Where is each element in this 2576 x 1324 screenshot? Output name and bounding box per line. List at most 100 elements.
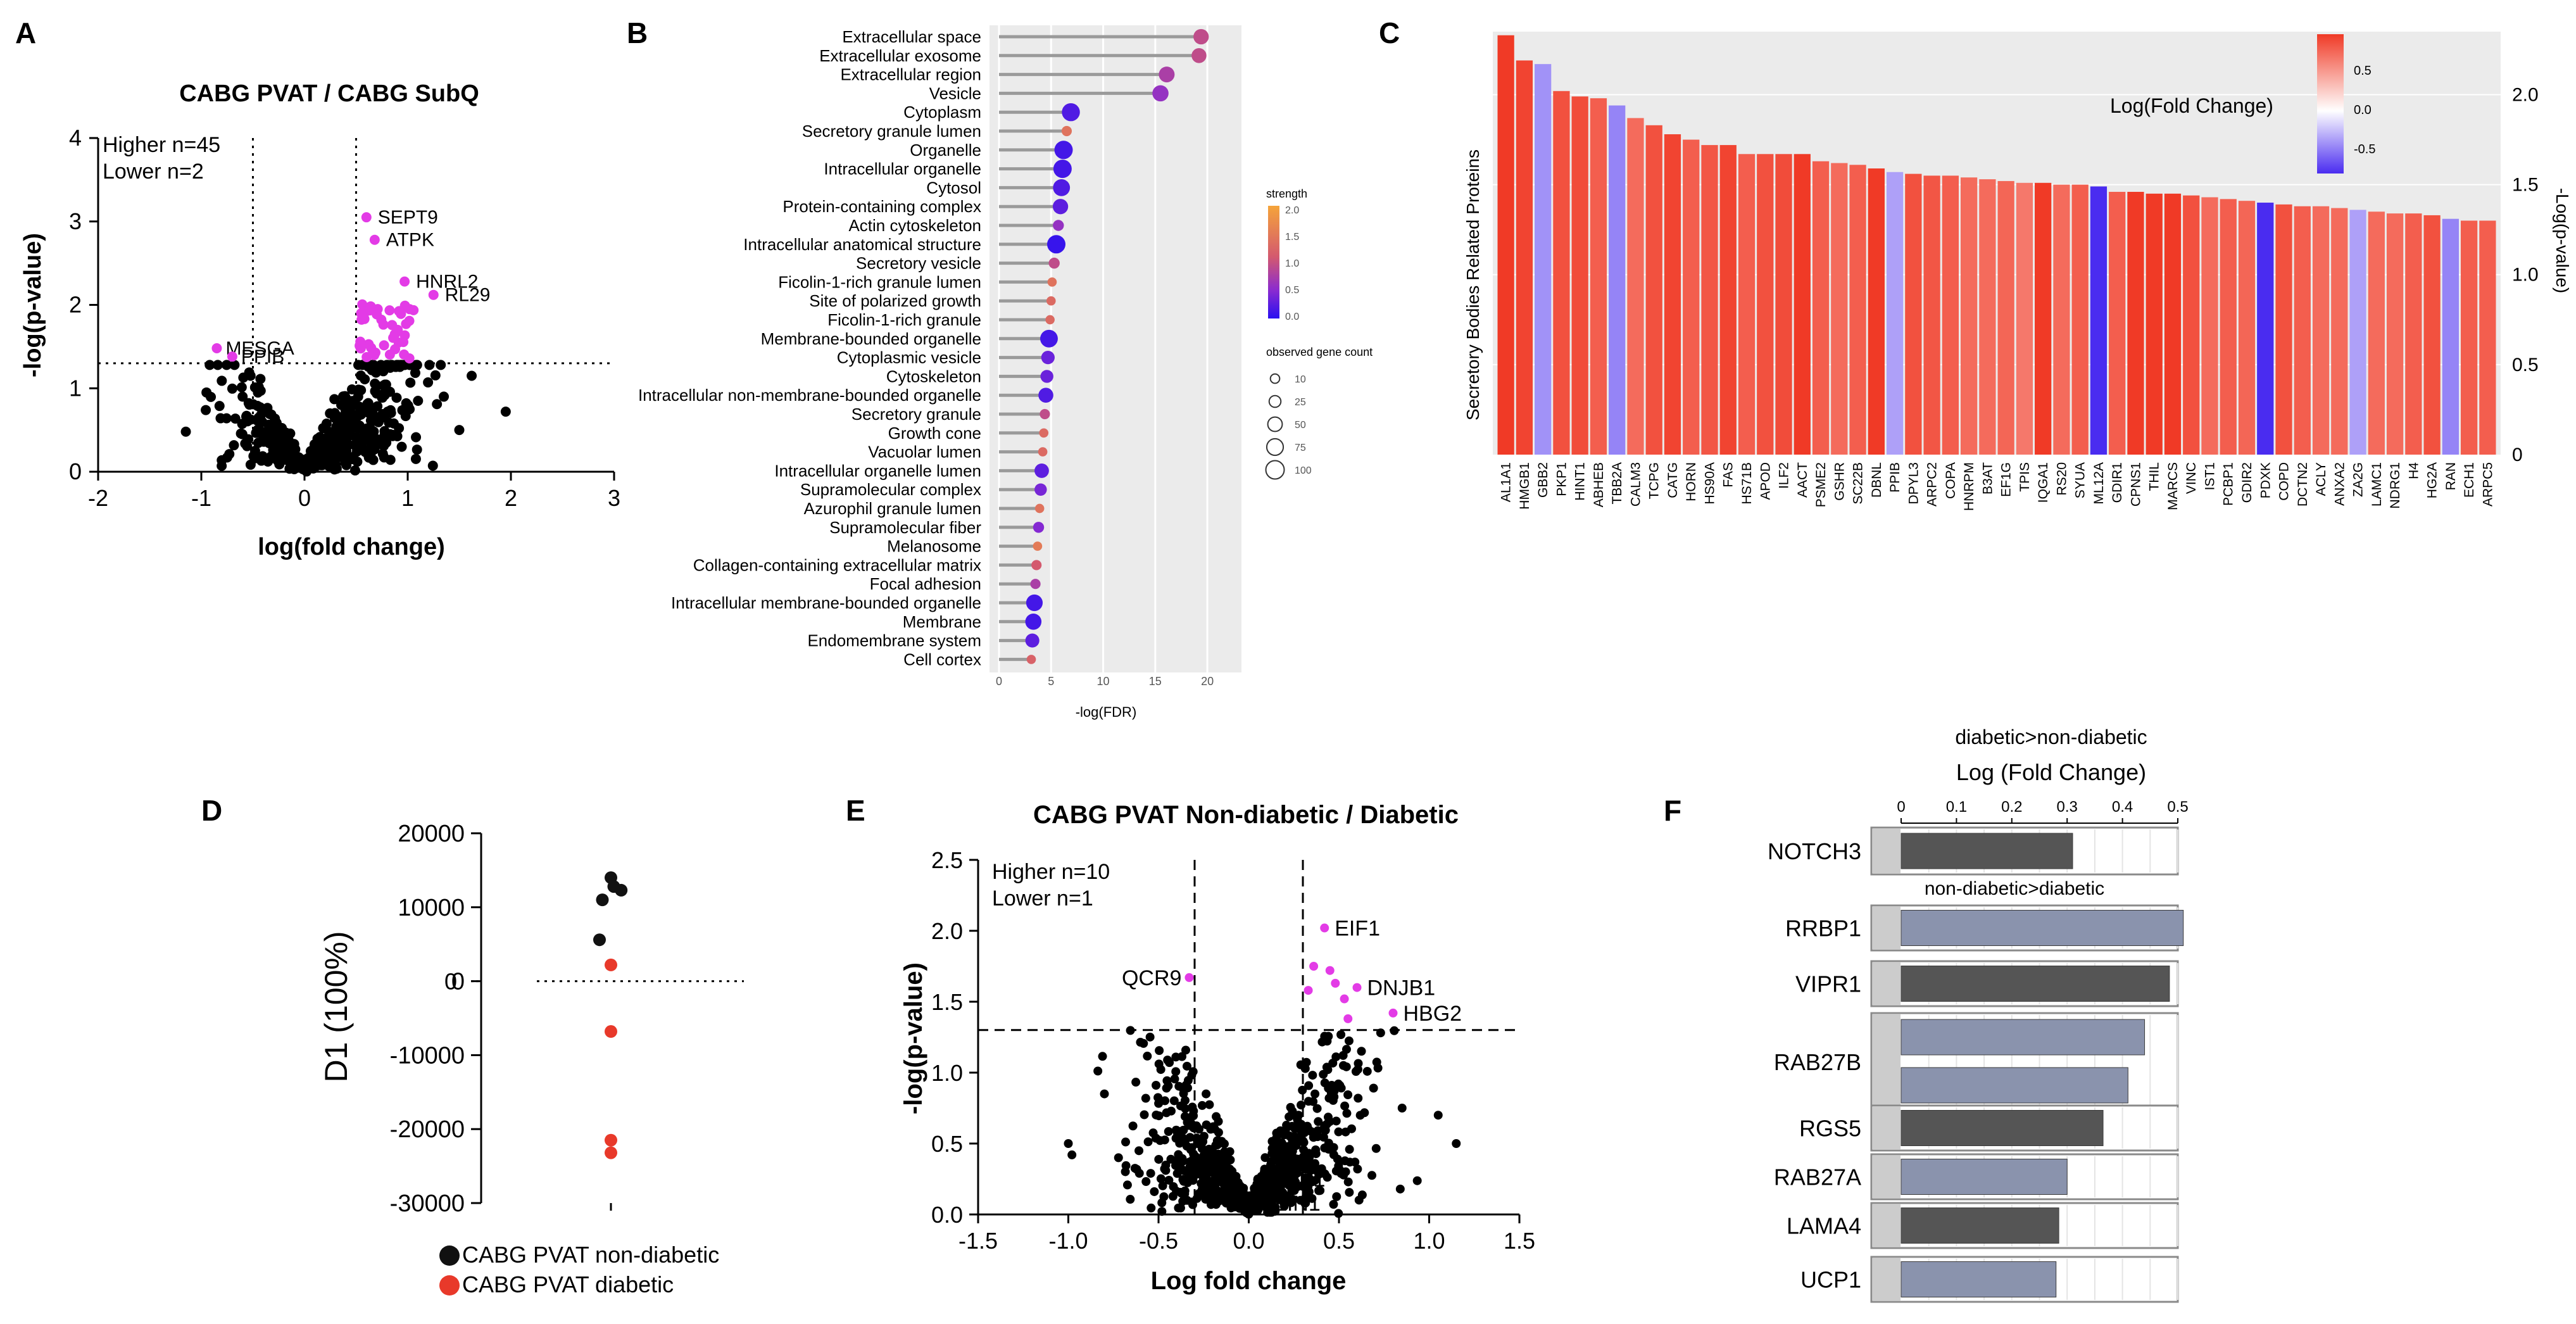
panel-a-point bbox=[224, 449, 235, 460]
panel-letter-e: E bbox=[846, 794, 865, 827]
panel-d-point bbox=[605, 1133, 617, 1147]
panel-f-row-label: RAB27A bbox=[1774, 1164, 1861, 1190]
panel-e-point bbox=[1412, 1176, 1422, 1185]
panel-a-y-tick-label: 0 bbox=[69, 458, 82, 484]
panel-e-point bbox=[1267, 1207, 1276, 1217]
panel-c-bar bbox=[2423, 215, 2441, 455]
panel-e-point bbox=[1204, 1144, 1214, 1154]
panel-a-point bbox=[204, 360, 215, 370]
panel-e-point bbox=[1323, 1113, 1333, 1122]
panel-e-point bbox=[1153, 1093, 1163, 1102]
panel-e-point bbox=[1354, 1094, 1363, 1103]
panel-e-point bbox=[1126, 1026, 1135, 1035]
panel-c-bar bbox=[2016, 182, 2033, 455]
panel-b-x-tick-label: 0 bbox=[996, 675, 1002, 688]
panel-c-bar bbox=[2238, 201, 2256, 455]
panel-a-x-tick-label: -1 bbox=[191, 485, 211, 511]
panel-c-bar bbox=[1497, 35, 1514, 455]
panel-e-point bbox=[1340, 994, 1349, 1004]
panel-e-point bbox=[1189, 1123, 1198, 1133]
panel-b-term-label: Secretory granule bbox=[851, 405, 981, 424]
panel-b-x-tick-label: 5 bbox=[1048, 675, 1054, 688]
panel-a-point bbox=[387, 431, 398, 441]
panel-b-term-label: Cytoskeleton bbox=[886, 367, 981, 386]
panel-e-point bbox=[1342, 1109, 1352, 1118]
panel-a-point bbox=[341, 446, 352, 457]
panel-f-row-stub bbox=[1873, 1258, 1901, 1301]
panel-e-point bbox=[1345, 1145, 1354, 1154]
panel-e-point bbox=[1299, 1138, 1309, 1147]
panel-e-point bbox=[1340, 1101, 1350, 1111]
panel-e-point bbox=[1231, 1171, 1241, 1181]
panel-f-row-stub bbox=[1873, 829, 1901, 873]
panel-b-term-label: Vacuolar lumen bbox=[868, 443, 981, 462]
panel-a-point bbox=[385, 405, 396, 415]
panel-e-point bbox=[1332, 1192, 1341, 1201]
panel-a-point bbox=[331, 463, 342, 474]
panel-a-point bbox=[411, 360, 422, 370]
panel-e-point bbox=[1331, 978, 1340, 988]
panel-e-point bbox=[1286, 1102, 1295, 1112]
panel-b-term-label: Endomembrane system bbox=[807, 631, 981, 650]
panel-e-point bbox=[1189, 1106, 1198, 1116]
panel-e-point bbox=[1160, 1135, 1169, 1145]
panel-a-point bbox=[180, 426, 191, 437]
panel-c-category-label: GDIR2 bbox=[2240, 462, 2254, 503]
panel-e-point bbox=[1329, 1092, 1339, 1102]
panel-c-category-label: PCBP1 bbox=[2221, 462, 2236, 506]
panel-a-x-tick-label: -2 bbox=[88, 485, 108, 511]
panel-e-point-label: EIF1 bbox=[1335, 917, 1380, 941]
panel-a-sig-point bbox=[404, 315, 415, 326]
panel-f-x-tick-label: 0.2 bbox=[2001, 798, 2022, 816]
panel-a-sig-point bbox=[405, 304, 415, 315]
panel-e-point bbox=[1304, 1097, 1313, 1106]
panel-a-point bbox=[317, 459, 327, 470]
panel-e-point bbox=[1180, 1095, 1190, 1105]
panel-a-point bbox=[430, 370, 441, 381]
panel-a-point bbox=[229, 440, 239, 451]
panel-c-category-label: ACLY bbox=[2314, 462, 2328, 496]
panel-b-strength-tick: 0.0 bbox=[1285, 312, 1299, 322]
panel-e-point bbox=[1213, 1136, 1222, 1145]
panel-a-point bbox=[341, 422, 352, 432]
panel-b-term-label: Focal adhesion bbox=[870, 574, 981, 593]
panel-e-point bbox=[1152, 1080, 1161, 1090]
panel-b-term-label: Ficolin-1-rich granule lumen bbox=[778, 272, 981, 291]
panel-a-point bbox=[330, 455, 341, 465]
panel-f-x-tick-label: 0 bbox=[1897, 798, 1905, 816]
panel-d-point bbox=[596, 893, 609, 907]
panel-b-strength-title: strength bbox=[1266, 187, 1307, 200]
panel-b-count-label: 25 bbox=[1295, 397, 1306, 408]
panel-e-point bbox=[1329, 1200, 1338, 1209]
panel-c-category-label: TCPG bbox=[1647, 462, 1662, 499]
panel-b-count-marker bbox=[1266, 438, 1285, 457]
panel-a-point bbox=[229, 360, 240, 370]
panel-e-point bbox=[1390, 1026, 1399, 1035]
panel-b-dot bbox=[1030, 579, 1041, 589]
panel-c-colorbar-tick-high: 0.5 bbox=[2354, 64, 2372, 78]
panel-f-hbar: diabetic>non-diabetic Log (Fold Change) … bbox=[1768, 726, 2189, 1303]
panel-a-point bbox=[315, 439, 325, 450]
panel-a-point bbox=[374, 412, 384, 423]
panel-b-term-label: Melanosome bbox=[887, 537, 981, 556]
panel-e-x-label: Log fold change bbox=[1151, 1267, 1347, 1295]
panel-f-bar bbox=[1901, 1207, 2059, 1244]
panel-a-point bbox=[201, 405, 211, 415]
panel-b-term-label: Intracellular organelle lumen bbox=[774, 461, 981, 480]
panel-a-sig-point bbox=[398, 337, 409, 348]
panel-a-y-tick-label: 2 bbox=[69, 292, 82, 318]
panel-a-point bbox=[410, 453, 421, 464]
panel-a-x-label: log(fold change) bbox=[258, 534, 445, 560]
panel-c-category-label: AACT bbox=[1795, 462, 1810, 498]
panel-e-point bbox=[1304, 986, 1313, 995]
panel-e-point bbox=[1314, 1117, 1323, 1126]
panel-e-y-tick-label: 1.0 bbox=[931, 1060, 963, 1086]
panel-e-point bbox=[1157, 1207, 1167, 1216]
panel-a-point bbox=[454, 425, 465, 436]
panel-e-point bbox=[1143, 1051, 1152, 1061]
panel-a-point bbox=[355, 370, 366, 381]
panel-e-volcano: CABG PVAT Non-diabetic / Diabetic -1.5 -1… bbox=[900, 801, 1535, 1295]
panel-b-term-label: Secretory granule lumen bbox=[802, 122, 981, 141]
panel-e-point bbox=[1211, 1190, 1221, 1200]
panel-e-point bbox=[1301, 1161, 1310, 1171]
